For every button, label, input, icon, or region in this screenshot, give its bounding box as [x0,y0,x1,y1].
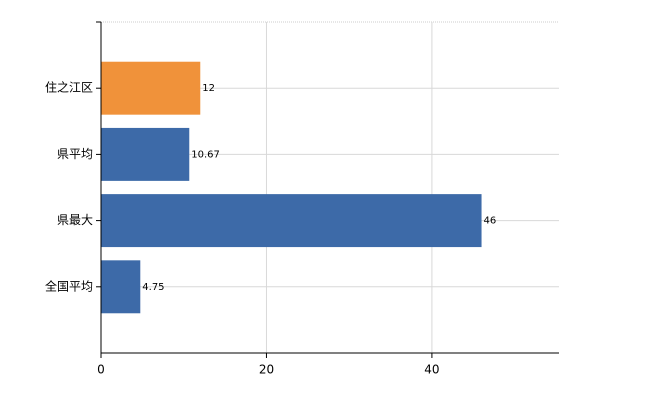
value-label: 10.67 [191,149,220,160]
bar [101,260,141,314]
x-tick-label: 20 [259,363,274,377]
bar [101,127,190,181]
bar [101,61,201,115]
x-tick-label: 0 [97,363,105,377]
x-tick-label: 40 [424,363,439,377]
y-tick-label: 県最大 [57,213,93,227]
value-label: 4.75 [142,282,164,293]
value-label: 46 [484,216,497,227]
value-label: 12 [202,83,215,94]
y-tick-label: 全国平均 [45,278,93,293]
y-tick-label: 県平均 [57,147,93,161]
bar [101,194,482,248]
y-tick-label: 住之江区 [45,81,93,95]
